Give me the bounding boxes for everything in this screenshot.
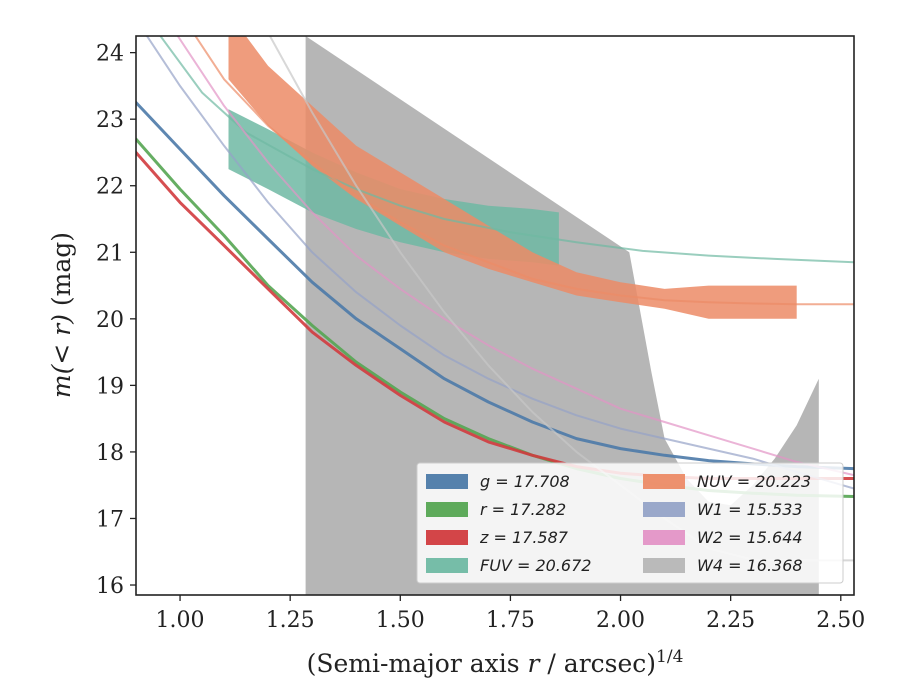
x-tick-label: 1.00 [156, 608, 205, 633]
x-axis-label-main: (Semi-major axis [307, 649, 528, 678]
x-axis-label: (Semi-major axis r / arcsec)1/4 [307, 647, 684, 678]
y-tick-label: 17 [96, 507, 124, 532]
bands-layer [228, 36, 819, 595]
series-line-w2 [176, 36, 854, 477]
x-axis-label-var: r [528, 649, 542, 678]
band-nuv [228, 36, 797, 319]
y-tick-label: 20 [96, 308, 124, 333]
legend-swatch [643, 474, 685, 489]
legend-swatch [643, 558, 685, 573]
x-tick-label: 2.00 [596, 608, 645, 633]
series-line-fuv [159, 36, 854, 264]
legend-label: FUV = 20.672 [480, 556, 591, 575]
x-tick-label: 1.25 [266, 608, 315, 633]
y-axis-label: m(< r) (mag) [47, 232, 76, 398]
x-tick-label: 1.75 [486, 608, 535, 633]
y-tick-label: 21 [96, 241, 124, 266]
x-axis-label-exponent: 1/4 [656, 647, 683, 667]
series-line-nuv [194, 36, 854, 306]
y-tick-label: 22 [96, 175, 124, 200]
y-axis: 16 17 18 19 20 21 22 23 24 [96, 42, 136, 599]
legend-swatch [643, 502, 685, 517]
legend-label: W2 = 15.644 [697, 528, 803, 547]
legend-swatch [426, 558, 468, 573]
x-tick-label: 1.50 [376, 608, 425, 633]
x-tick-label: 2.50 [816, 608, 865, 633]
band-w4 [305, 36, 819, 595]
legend-swatch [426, 474, 468, 489]
legend-label: W4 = 16.368 [697, 556, 803, 575]
legend-swatch [643, 530, 685, 545]
legend: g = 17.708 r = 17.282 z = 17.587 FUV = 20.6… [416, 462, 844, 584]
plot-frame [135, 35, 855, 596]
x-tick-label: 2.25 [706, 608, 755, 633]
y-tick-label: 23 [96, 108, 124, 133]
legend-items: g = 17.708 r = 17.282 z = 17.587 FUV = 20.6… [426, 472, 811, 575]
y-axis-label-main: m(< r) [47, 314, 76, 398]
legend-label: W1 = 15.533 [697, 500, 803, 519]
legend-box [416, 462, 844, 584]
x-axis: 1.00 1.25 1.50 1.75 2.00 2.25 2.50 [156, 595, 865, 633]
x-axis-label-unit: / arcsec) [539, 649, 656, 678]
legend-label: NUV = 20.223 [697, 472, 811, 491]
legend-label: r = 17.282 [480, 500, 566, 519]
y-tick-label: 18 [96, 441, 124, 466]
y-tick-label: 19 [96, 374, 124, 399]
legend-swatch [426, 530, 468, 545]
y-tick-label: 24 [96, 42, 124, 67]
y-tick-label: 16 [96, 574, 124, 599]
legend-swatch [426, 502, 468, 517]
legend-label: z = 17.587 [479, 528, 569, 547]
legend-label: g = 17.708 [480, 472, 570, 491]
series-line-w1 [145, 36, 854, 490]
y-axis-label-unit: (mag) [47, 232, 76, 314]
series-line-g [136, 101, 854, 471]
